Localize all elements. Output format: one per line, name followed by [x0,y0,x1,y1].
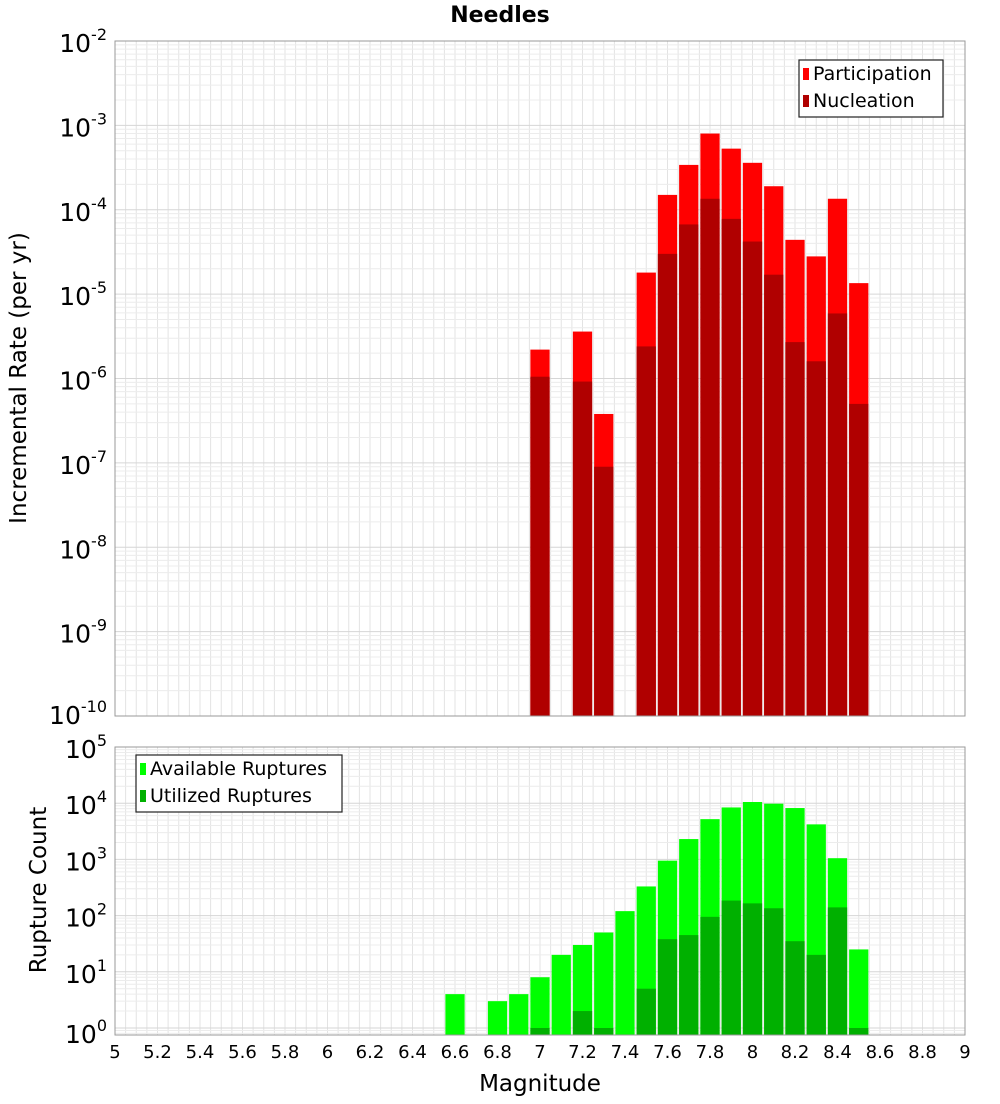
plot-frame [114,746,966,1036]
bar [785,941,805,1035]
bar [594,1027,614,1035]
bar [530,376,550,716]
bar [849,1027,869,1035]
x-tick-label: 8.4 [823,1042,852,1063]
bar [487,1001,508,1035]
bar [849,403,869,716]
bottom-y-axis-label: Rupture Count [26,807,52,973]
x-tick-label: 6.2 [356,1042,385,1063]
bar [594,466,614,716]
x-tick-label: 5.2 [143,1042,172,1063]
bar [764,274,784,716]
y-tick-label: 10-7 [59,447,107,480]
x-tick-label: 7.8 [696,1042,725,1063]
bar [657,939,678,1035]
bar [572,381,593,716]
x-tick-label: 5 [109,1042,120,1063]
bar [594,932,614,1035]
bar [530,977,550,1035]
bar [615,911,635,1035]
legend-swatch [140,763,146,775]
bar [572,1011,593,1035]
x-axis-label: Magnitude [479,1071,601,1097]
bar [827,907,848,1035]
x-tick-label: 8.6 [866,1042,895,1063]
bar [849,949,869,1035]
series-nucleation [530,198,869,717]
bar [785,342,805,716]
legend-label: Nucleation [813,90,915,112]
x-tick-label: 6.6 [441,1042,470,1063]
legend-label: Available Ruptures [150,758,327,780]
y-tick-label: 100 [65,1016,107,1049]
legend-box [135,754,343,813]
legend-swatch [803,68,809,80]
x-tick-label: 8.8 [908,1042,937,1063]
y-tick-label: 10-8 [59,531,107,564]
chart-panel-counts: 100 101 102 103 104 105 5 5.2 5.4 5.6 5.8 6 6.2 6.4 6.… [65,731,971,1063]
plot-frame [114,40,966,717]
x-tick-label: 7.2 [568,1042,597,1063]
y-tick-label: 10-9 [59,616,107,649]
bar [742,241,763,717]
x-tick-label: 6.4 [398,1042,427,1063]
legend-label: Participation [813,63,932,85]
legend-swatch [803,95,809,107]
y-tick-label: 104 [65,787,107,820]
bar [679,935,699,1035]
x-tick-label: 8 [747,1042,758,1063]
x-tick-label: 5.8 [271,1042,300,1063]
chart-panel-rates: 10-10 10-9 10-8 10-7 10-6 10-5 10-4 10-3 10-2 Par… [49,25,966,730]
bar [827,313,848,716]
bar [721,218,741,716]
series-utilized-ruptures [530,900,869,1035]
x-tick-label: 6.8 [483,1042,512,1063]
legend-label: Utilized Ruptures [150,785,312,807]
bar [764,908,784,1035]
y-tick-label: 10-10 [49,697,107,730]
x-tick-label: 6 [322,1042,333,1063]
x-tick-label: 8.2 [781,1042,810,1063]
bar [509,994,529,1035]
bar [530,1027,550,1035]
bar [551,954,571,1035]
y-tick-label: 103 [65,843,107,876]
y-tick-label: 10-2 [59,25,107,58]
x-tick-label: 7.4 [611,1042,640,1063]
legend: Available Ruptures Utilized Ruptures [135,754,343,813]
top-y-axis-label: Incremental Rate (per yr) [6,232,32,524]
x-tick-label: 5.6 [228,1042,257,1063]
x-tick-label: 5.4 [186,1042,215,1063]
chart-title: Needles [450,3,550,28]
bar [700,916,720,1035]
legend-swatch [140,790,146,802]
y-tick-label: 101 [65,956,107,989]
bar [657,253,678,716]
legend: Participation Nucleation [798,59,944,118]
legend-box [798,59,944,118]
bar [721,900,741,1035]
bar [806,954,826,1035]
y-tick-label: 10-3 [59,109,107,142]
bar [700,198,720,717]
x-tick-label: 7 [534,1042,545,1063]
bar [636,346,656,716]
y-tick-label: 10-6 [59,363,107,396]
bar [636,988,656,1035]
bar [806,361,826,716]
x-tick-label: 9 [959,1042,970,1063]
bar [445,994,465,1035]
y-tick-label: 102 [65,900,107,933]
y-tick-label: 105 [65,731,107,764]
x-tick-label: 7.6 [653,1042,682,1063]
bar [679,224,699,717]
y-tick-label: 10-4 [59,194,107,227]
bar [742,903,763,1035]
y-tick-label: 10-5 [59,278,107,311]
